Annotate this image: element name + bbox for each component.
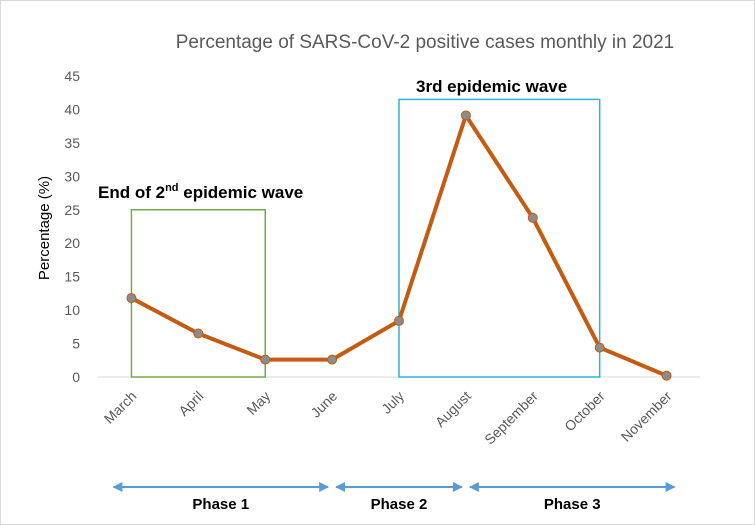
data-point (527, 212, 538, 223)
series-group (126, 110, 672, 381)
data-point (460, 110, 471, 121)
y-axis-ticks: 0 5 10 15 20 25 30 35 40 45 (64, 68, 80, 385)
x-tick-label: July (378, 388, 407, 417)
y-tick-label: 10 (64, 302, 80, 318)
annotation-label-1: End of 2nd epidemic wave (98, 182, 303, 202)
phase-arrows: Phase 1 Phase 2 Phase 3 (112, 482, 676, 513)
data-point (193, 328, 204, 339)
y-tick-label: 40 (64, 101, 80, 117)
x-tick-label: October (561, 388, 608, 435)
y-tick-label: 0 (72, 369, 80, 385)
x-axis-ticks: March April May June July August September Octo… (101, 388, 675, 448)
x-tick-label: June (307, 388, 340, 421)
y-tick-label: 25 (64, 202, 80, 218)
x-tick-label: May (243, 388, 273, 418)
y-tick-label: 15 (64, 269, 80, 285)
phase-label-3: Phase 3 (544, 496, 601, 513)
annotation-box-2 (398, 98, 601, 378)
x-tick-label: March (101, 388, 140, 427)
y-tick-label: 5 (72, 336, 80, 352)
data-point (260, 354, 271, 365)
annotation-label-2: 3rd epidemic wave (416, 77, 567, 96)
y-tick-label: 20 (64, 235, 80, 251)
y-axis-label: Percentage (%) (36, 176, 53, 280)
data-point (594, 342, 605, 353)
y-tick-label: 35 (64, 135, 80, 151)
x-tick-label: September (481, 388, 541, 448)
phase-label-1: Phase 1 (192, 496, 249, 513)
y-tick-label: 45 (64, 68, 80, 84)
x-tick-label: November (618, 388, 675, 445)
x-tick-label: April (175, 388, 206, 419)
data-point (327, 354, 338, 365)
data-point (661, 370, 672, 381)
y-tick-label: 30 (64, 168, 80, 184)
data-point (394, 315, 404, 326)
data-point (126, 293, 137, 304)
phase-label-2: Phase 2 (371, 496, 428, 513)
chart-title: Percentage of SARS-CoV-2 positive cases … (176, 32, 675, 53)
x-tick-label: August (432, 388, 474, 430)
annotation-labels: End of 2nd epidemic wave 3rd epidemic wav… (98, 77, 567, 202)
